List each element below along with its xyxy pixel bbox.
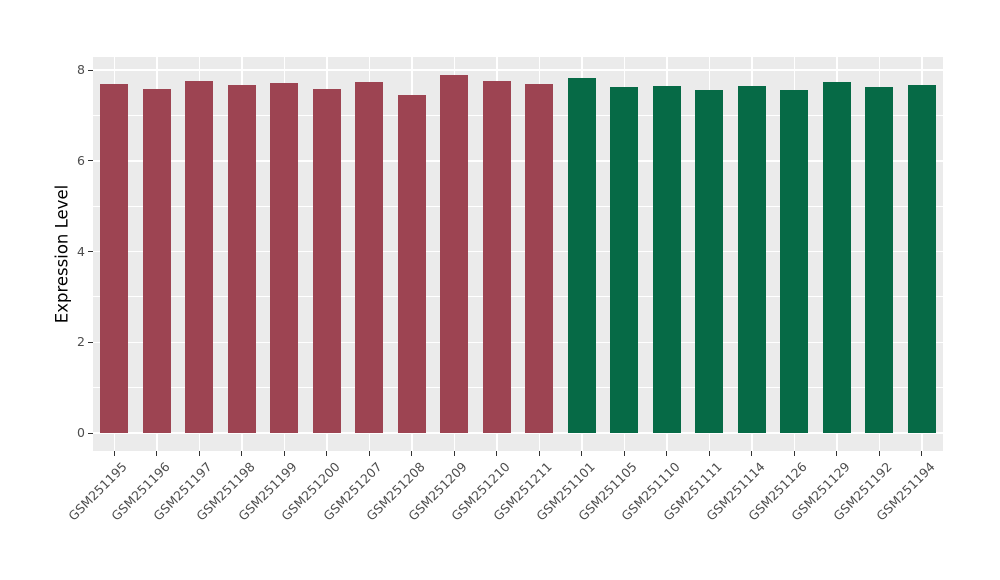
bar: [355, 82, 384, 433]
x-tick-mark: [368, 451, 370, 456]
x-tick-mark: [708, 451, 710, 456]
bar: [652, 86, 681, 433]
bar: [695, 90, 724, 433]
x-tick-mark: [283, 451, 285, 456]
y-tick-label: 8: [77, 62, 85, 77]
bar: [440, 74, 469, 433]
y-tick-mark: [88, 432, 93, 434]
y-tick-mark: [88, 69, 93, 71]
gridline-minor-horizontal: [93, 296, 943, 298]
bar: [865, 87, 894, 433]
y-tick-mark: [88, 251, 93, 252]
x-tick-mark: [623, 451, 625, 456]
x-tick-mark: [198, 451, 200, 456]
bar: [227, 84, 256, 433]
bar: [142, 88, 171, 433]
x-tick-mark: [878, 451, 880, 456]
bar: [100, 84, 129, 433]
bar: [482, 80, 511, 433]
x-tick-mark: [411, 451, 413, 456]
y-tick-label: 4: [77, 243, 85, 259]
gridline-major-horizontal: [93, 341, 943, 343]
x-tick-mark: [113, 451, 115, 456]
bar: [525, 83, 554, 433]
bar: [312, 88, 341, 433]
y-tick-label: 0: [77, 425, 85, 440]
x-tick-mark: [453, 451, 455, 456]
gridline-major-horizontal: [93, 69, 943, 71]
bar: [397, 95, 426, 433]
x-tick-mark: [156, 451, 158, 456]
gridline-major-horizontal: [93, 432, 943, 434]
gridline-minor-horizontal: [93, 205, 943, 207]
x-tick-mark: [793, 451, 795, 456]
bar: [185, 80, 214, 433]
bar: [822, 82, 851, 433]
bar: [780, 89, 809, 433]
y-tick-mark: [88, 341, 93, 343]
x-tick-mark: [581, 451, 583, 456]
plot-panel: [93, 57, 943, 451]
y-tick-label: 6: [77, 152, 85, 168]
x-tick-mark: [538, 451, 540, 456]
x-tick-mark: [666, 451, 668, 456]
x-tick-mark: [921, 451, 923, 456]
x-tick-mark: [496, 451, 498, 456]
bar: [567, 78, 596, 433]
x-tick-mark: [751, 451, 753, 456]
bar: [270, 82, 299, 433]
bar: [907, 84, 936, 433]
y-tick-label: 2: [77, 334, 85, 350]
x-tick-mark: [326, 451, 328, 456]
x-tick-mark: [241, 451, 243, 456]
bar: [737, 86, 766, 433]
y-tick-mark: [88, 160, 93, 162]
gridline-minor-horizontal: [93, 387, 943, 389]
gridline-minor-horizontal: [93, 114, 943, 116]
gridline-major-horizontal: [93, 160, 943, 162]
gridline-major-horizontal: [93, 250, 943, 253]
x-tick-mark: [836, 451, 838, 456]
bar: [610, 87, 639, 433]
